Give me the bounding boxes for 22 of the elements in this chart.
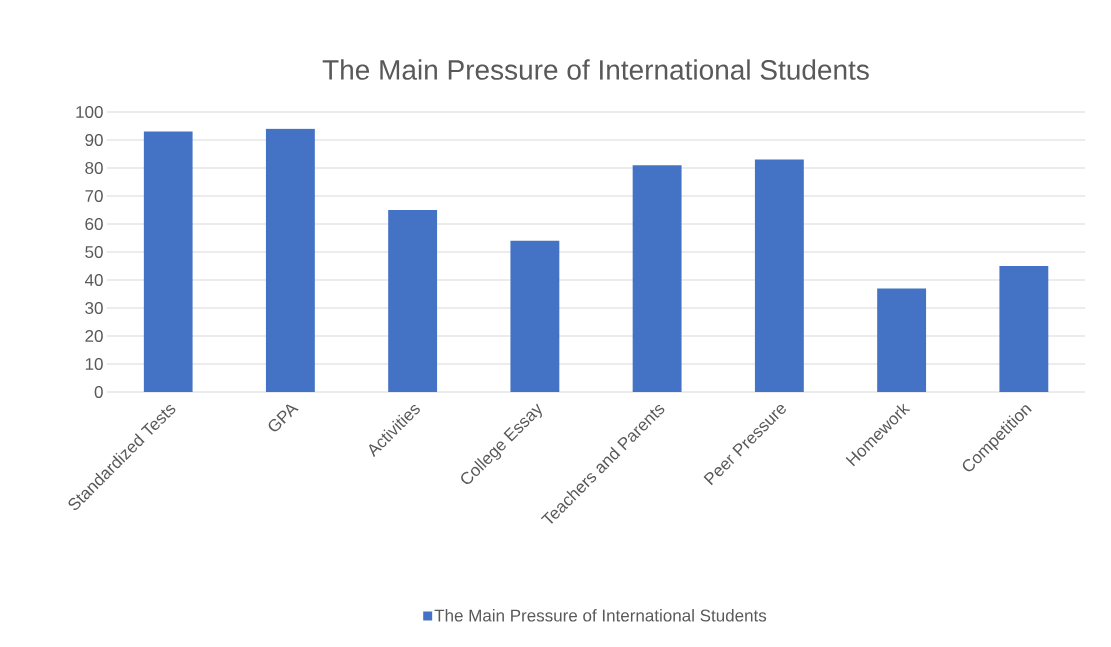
bar [754,159,804,392]
bar [999,265,1049,392]
bar [388,209,438,392]
bar [877,288,927,392]
y-tick-label: 10 [85,357,103,371]
y-tick-label: 50 [85,245,103,259]
legend-label: The Main Pressure of International Students [434,609,767,622]
y-tick-label: 20 [85,329,103,343]
bar [265,128,315,392]
y-tick-label: 90 [85,133,103,147]
y-tick-label: 30 [85,301,103,315]
y-tick-label: 80 [85,161,103,175]
y-tick-label: 70 [85,189,103,203]
y-tick-label: 60 [85,217,103,231]
y-tick-label: 0 [94,385,103,399]
y-tick-label: 40 [84,273,103,287]
x-tick-label: GPA [268,404,299,432]
bar [632,165,682,392]
y-tick-label: 100 [76,105,103,119]
chart-title: The Main Pressure of International Students [322,59,869,80]
bar [143,131,193,392]
bar [510,240,560,392]
